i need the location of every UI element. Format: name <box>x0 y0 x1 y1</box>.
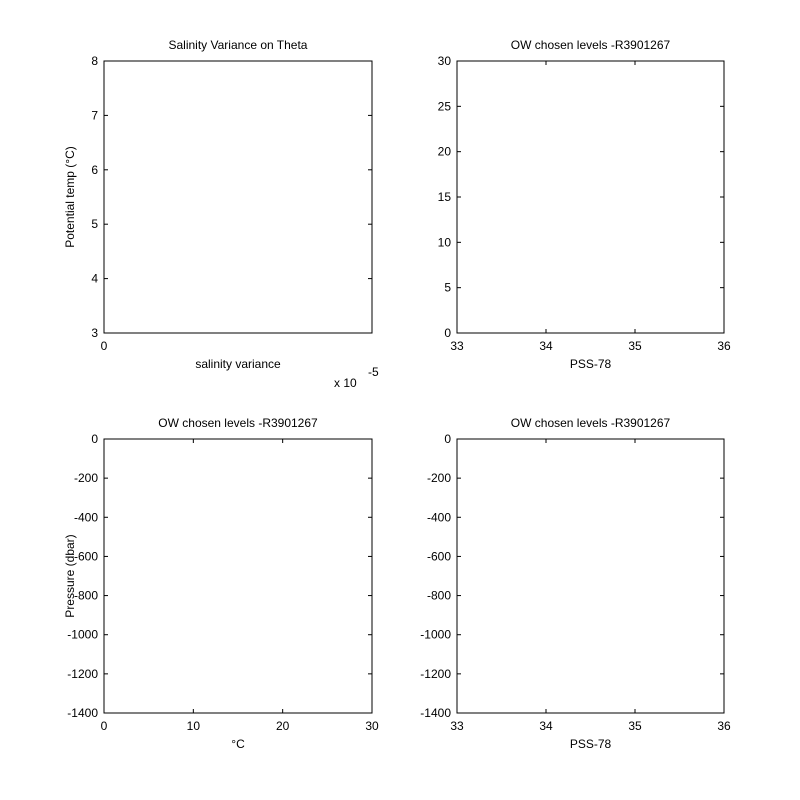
y-tick-label: 0 <box>444 432 451 446</box>
chart-title: Salinity Variance on Theta <box>169 38 308 52</box>
x-tick-label: 10 <box>187 719 201 733</box>
x-axis-label: PSS-78 <box>570 737 612 751</box>
x-tick-label: 35 <box>628 339 642 353</box>
x-tick-label: 33 <box>450 339 464 353</box>
y-tick-label: 4 <box>91 272 98 286</box>
y-tick-label: 30 <box>438 54 452 68</box>
plot-frame <box>456 438 725 714</box>
y-tick-label: 8 <box>91 54 98 68</box>
y-tick-label: 7 <box>91 108 98 122</box>
y-tick-label: -400 <box>427 510 451 524</box>
chart-title: OW chosen levels -R3901267 <box>511 416 671 430</box>
y-tick-label: -200 <box>427 471 451 485</box>
y-tick-label: 6 <box>91 163 98 177</box>
chart-title: OW chosen levels -R3901267 <box>158 416 318 430</box>
y-tick-label: 5 <box>444 281 451 295</box>
chart-salvar: 00.511.5345678Salinity Variance on Theta… <box>63 38 379 390</box>
chart-ts: 33 34 35 36 0 5 10 15 20 25 30 OW chosen levels -R3… <box>438 38 731 371</box>
chart-temp-pres: 0 10 20 30 0 -200 -400 -600 -800 -1000 -1200 -1400 O… <box>63 416 379 751</box>
x-tick-label: 20 <box>276 719 290 733</box>
plot-frame <box>103 60 373 334</box>
x-tick-label: 0 <box>101 719 108 733</box>
x-tick-label: 0 <box>101 339 108 353</box>
y-tick-label: 15 <box>438 190 452 204</box>
y-tick-label: 10 <box>438 235 452 249</box>
y-tick-label: 5 <box>91 217 98 231</box>
plot-frame <box>103 438 373 714</box>
x-tick-label: 33 <box>450 719 464 733</box>
y-tick-label: 0 <box>91 432 98 446</box>
y-tick-label: -600 <box>74 549 98 563</box>
x-multiplier-label: x 10 <box>334 376 357 390</box>
y-tick-label: -1400 <box>67 706 98 720</box>
x-tick-label: 30 <box>365 719 379 733</box>
x-tick-label: 35 <box>628 719 642 733</box>
y-tick-label: -600 <box>427 549 451 563</box>
y-tick-label: -1400 <box>420 706 451 720</box>
x-axis-label: salinity variance <box>195 357 281 371</box>
chart-sal-pres: 33 34 35 36 0 -200 -400 -600 -800 -1000 -1200 -1400… <box>420 416 731 751</box>
chart-title: OW chosen levels -R3901267 <box>511 38 671 52</box>
y-tick-label: 0 <box>444 326 451 340</box>
y-tick-label: 3 <box>91 326 98 340</box>
x-multiplier-exponent: -5 <box>368 365 379 379</box>
y-tick-label: -800 <box>427 589 451 603</box>
x-tick-label: 36 <box>717 719 731 733</box>
y-tick-label: 25 <box>438 99 452 113</box>
y-tick-label: -400 <box>74 510 98 524</box>
y-tick-label: -1200 <box>420 667 451 681</box>
y-tick-label: -200 <box>74 471 98 485</box>
y-tick-label: -1000 <box>67 628 98 642</box>
x-tick-label: 36 <box>717 339 731 353</box>
plot-frame <box>456 60 725 334</box>
y-tick-label: -800 <box>74 589 98 603</box>
y-tick-label: -1000 <box>420 628 451 642</box>
y-tick-label: -1200 <box>67 667 98 681</box>
y-tick-label: 20 <box>438 145 452 159</box>
x-tick-label: 34 <box>539 719 553 733</box>
y-axis-label: Potential temp (°C) <box>63 146 77 248</box>
x-axis-label: °C <box>231 737 245 751</box>
x-axis-label: PSS-78 <box>570 357 612 371</box>
y-axis-label: Pressure (dbar) <box>63 534 77 617</box>
x-tick-label: 34 <box>539 339 553 353</box>
